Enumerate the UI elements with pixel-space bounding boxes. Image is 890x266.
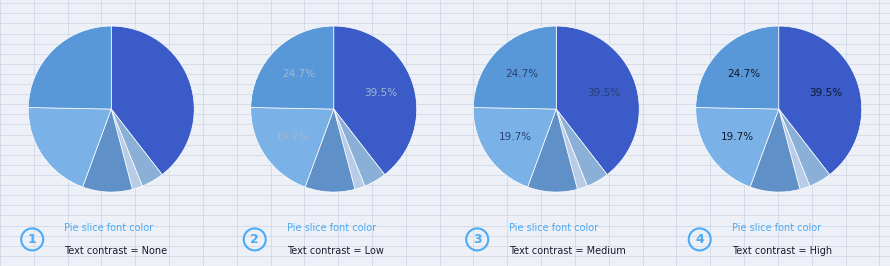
Text: Pie slice font color: Pie slice font color	[732, 223, 821, 233]
Text: 1: 1	[28, 233, 36, 246]
Text: 19.7%: 19.7%	[498, 132, 531, 142]
Wedge shape	[111, 26, 194, 175]
Wedge shape	[473, 26, 556, 109]
Wedge shape	[83, 109, 133, 192]
Wedge shape	[779, 109, 829, 186]
Wedge shape	[556, 26, 639, 175]
Wedge shape	[334, 26, 417, 175]
Wedge shape	[556, 109, 587, 189]
Wedge shape	[750, 109, 800, 192]
Text: Text contrast = None: Text contrast = None	[64, 246, 167, 256]
Text: Pie slice font color: Pie slice font color	[509, 223, 598, 233]
Text: 39.5%: 39.5%	[364, 88, 398, 98]
Wedge shape	[334, 109, 384, 186]
Text: 19.7%: 19.7%	[721, 132, 754, 142]
Text: Pie slice font color: Pie slice font color	[64, 223, 153, 233]
Text: Text contrast = Medium: Text contrast = Medium	[509, 246, 626, 256]
Text: Pie slice font color: Pie slice font color	[287, 223, 376, 233]
Text: 3: 3	[473, 233, 481, 246]
Text: Text contrast = Low: Text contrast = Low	[287, 246, 384, 256]
Text: 39.5%: 39.5%	[809, 88, 843, 98]
Wedge shape	[528, 109, 578, 192]
Wedge shape	[28, 107, 111, 187]
Wedge shape	[696, 107, 779, 187]
Wedge shape	[251, 26, 334, 109]
Wedge shape	[251, 107, 334, 187]
Text: 24.7%: 24.7%	[727, 69, 760, 78]
Text: 2: 2	[250, 233, 259, 246]
Wedge shape	[305, 109, 355, 192]
Wedge shape	[334, 109, 365, 189]
Wedge shape	[779, 26, 862, 175]
Text: Text contrast = High: Text contrast = High	[732, 246, 832, 256]
Wedge shape	[28, 26, 111, 109]
Text: 24.7%: 24.7%	[282, 69, 315, 78]
Wedge shape	[111, 109, 142, 189]
Text: 19.7%: 19.7%	[276, 132, 309, 142]
Wedge shape	[111, 109, 162, 186]
Text: 4: 4	[695, 233, 704, 246]
Wedge shape	[779, 109, 810, 189]
Wedge shape	[473, 107, 556, 187]
Text: 24.7%: 24.7%	[505, 69, 538, 78]
Text: 39.5%: 39.5%	[587, 88, 620, 98]
Wedge shape	[556, 109, 607, 186]
Wedge shape	[696, 26, 779, 109]
